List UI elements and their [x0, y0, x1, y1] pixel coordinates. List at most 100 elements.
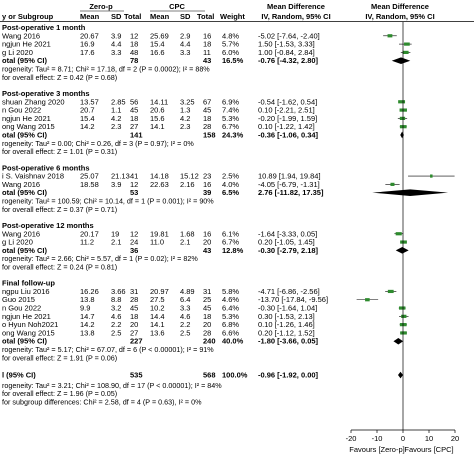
- weight: 6.9%: [222, 97, 239, 106]
- mean-cpc: 22.63: [150, 180, 169, 189]
- mean-cpc: 14.11: [150, 97, 168, 106]
- col-md-method: IV, Random, 95% CI: [261, 12, 330, 21]
- weight: 5.7%: [222, 40, 239, 49]
- total-zero: 27: [130, 122, 138, 131]
- overall-effect-note: for overall effect: Z = 0.42 (P = 0.68): [2, 73, 117, 82]
- point-estimate: [401, 314, 407, 318]
- subtotal-ci: -1.80 [-3.66, 0.05]: [258, 337, 319, 346]
- mean-cpc: 14.1: [150, 320, 165, 329]
- weight: 6.6%: [222, 328, 239, 337]
- subtotal-n-cpc: 43: [203, 56, 211, 65]
- total-zero: 41: [130, 172, 138, 181]
- diamond: [398, 371, 403, 379]
- sd-cpc: 2.2: [180, 320, 190, 329]
- total-cpc: 28: [203, 328, 211, 337]
- study-name: Wang 2016: [2, 229, 40, 238]
- point-estimate: [398, 100, 406, 104]
- col-md-method-right: IV, Random, 95% CI: [365, 12, 434, 21]
- weight: 5.8%: [222, 287, 239, 296]
- overall-effect-test-note: for overall effect: Z = 1.96 (P = 0.05): [2, 389, 117, 398]
- sd-zero: 21.13: [111, 172, 130, 181]
- total-cpc: 18: [203, 114, 211, 123]
- sd-cpc: 4.89: [180, 287, 195, 296]
- subtotal-n-cpc: 43: [203, 246, 211, 255]
- subtotal-weight: 100.0%: [222, 371, 248, 380]
- heterogeneity-note: rogeneity: Tau² = 100.59; Chi² = 10.14, …: [2, 196, 214, 205]
- subtotal-n-zero: 53: [130, 188, 138, 197]
- mean-cpc: 15.6: [150, 114, 165, 123]
- study-name: g Li 2020: [2, 238, 33, 247]
- diamond: [372, 189, 449, 196]
- sd-zero: 4.2: [111, 114, 121, 123]
- sd-cpc: 4.2: [180, 114, 190, 123]
- subtotal-weight: 24.3%: [222, 130, 244, 139]
- ci-text: 0.10 [-1.22, 1.42]: [258, 122, 315, 131]
- mean-zero: 15.4: [80, 114, 95, 123]
- sd-cpc: 2.9: [180, 31, 190, 40]
- heterogeneity-note: rogeneity: Tau² = 5.17; Chi² = 67.07, df…: [2, 345, 214, 354]
- col-weight: Weight: [220, 12, 245, 21]
- subgroup-differences-note: for subgroup differences: Chi² = 2.58, d…: [2, 397, 202, 406]
- col-sd-cpc: SD: [180, 12, 191, 21]
- mean-zero: 25.07: [80, 172, 99, 181]
- study-name: Wang 2016: [2, 180, 40, 189]
- total-cpc: 18: [203, 312, 211, 321]
- ci-text: -13.70 [-17.84, -9.56]: [258, 295, 328, 304]
- total-cpc: 20: [203, 320, 211, 329]
- sd-cpc: 6.4: [180, 295, 190, 304]
- subtotal-ci: -0.96 [-1.92, 0.00]: [258, 371, 319, 380]
- total-cpc: 28: [203, 122, 211, 131]
- group-zero-label: Zero-p: [89, 2, 113, 11]
- weight: 7.4%: [222, 106, 239, 115]
- overall-heterogeneity-note: rogeneity: Tau² = 3.21; Chi² = 108.90, d…: [2, 381, 222, 390]
- mean-zero: 13.8: [80, 328, 95, 337]
- col-sd-zero: SD: [111, 12, 122, 21]
- total-zero: 12: [130, 180, 138, 189]
- point-estimate: [400, 331, 407, 335]
- mean-cpc: 25.69: [150, 31, 169, 40]
- mean-cpc: 20.97: [150, 287, 169, 296]
- study-name: ong Wang 2015: [2, 328, 55, 337]
- study-name: ngjun He 2021: [2, 40, 51, 49]
- heterogeneity-note: rogeneity: Tau² = 8.71; Chi² = 17.18, df…: [2, 65, 210, 74]
- point-estimate: [387, 289, 394, 294]
- total-cpc: 11: [203, 48, 211, 57]
- col-mean-zero: Mean: [80, 12, 100, 21]
- subgroup-title: Post-operative 3 months: [2, 89, 90, 98]
- mean-difference-header-right: Mean Difference: [371, 2, 429, 11]
- sd-cpc: 3.3: [180, 48, 190, 57]
- subgroup-title: Post-operative 6 months: [2, 163, 90, 172]
- total-cpc: 16: [203, 180, 211, 189]
- col-mean-cpc: Mean: [150, 12, 170, 21]
- total-cpc: 31: [203, 287, 211, 296]
- study-name: ngjun He 2021: [2, 114, 51, 123]
- point-estimate: [400, 240, 407, 244]
- total-zero: 24: [130, 238, 138, 247]
- total-zero: 48: [130, 48, 138, 57]
- point-estimate: [365, 298, 370, 302]
- total-cpc: 45: [203, 106, 211, 115]
- sd-cpc: 2.3: [180, 122, 190, 131]
- subgroup-title: Final follow-up: [2, 279, 55, 288]
- col-total-cpc: Total: [197, 12, 214, 21]
- mean-cpc: 10.2: [150, 304, 165, 313]
- favours-zero-label: Favours [Zero-p]: [349, 445, 404, 454]
- subtotal-label: otal (95% CI): [2, 246, 48, 255]
- x-tick-label: -10: [372, 434, 383, 443]
- sd-zero: 1.1: [111, 106, 121, 115]
- total-zero: 18: [130, 40, 138, 49]
- weight: 2.5%: [222, 172, 239, 181]
- subtotal-label: otal (95% CI): [2, 337, 48, 346]
- study-name: n Gou 2022: [2, 106, 41, 115]
- ci-text: 0.10 [-1.26, 1.46]: [258, 320, 315, 329]
- mean-cpc: 27.5: [150, 295, 165, 304]
- total-zero: 31: [130, 287, 138, 296]
- total-cpc: 67: [203, 97, 211, 106]
- subtotal-weight: 6.5%: [222, 188, 239, 197]
- ci-text: 10.89 [1.94, 19.84]: [258, 172, 321, 181]
- weight: 6.0%: [222, 48, 239, 57]
- subtotal-ci: -0.30 [-2.79, 2.18]: [258, 246, 319, 255]
- ci-text: -0.30 [-1.64, 1.04]: [258, 304, 317, 313]
- forest-axis: -20 -10 0 10 20 Favours [Zero-p] Favours [CPC]: [346, 22, 459, 454]
